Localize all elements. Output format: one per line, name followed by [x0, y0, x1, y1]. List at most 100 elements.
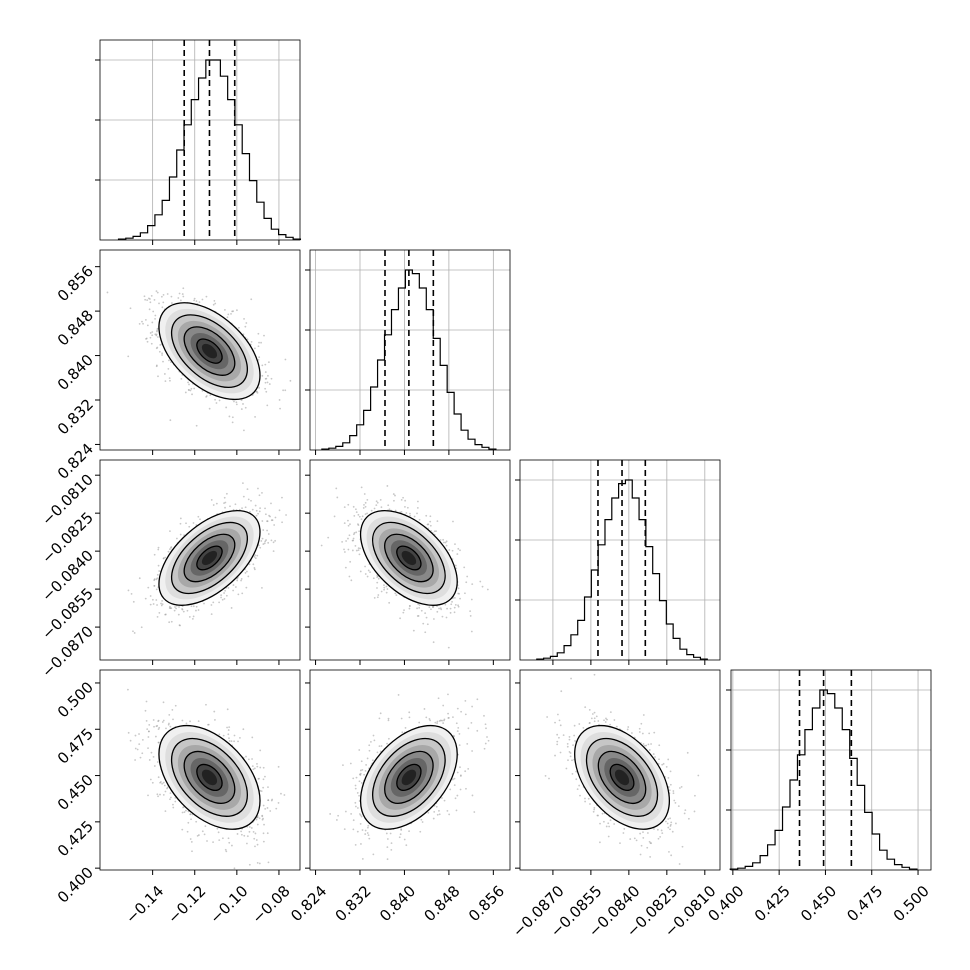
scatter-point [151, 331, 154, 333]
y-tick-label: 0.824 [54, 440, 97, 483]
scatter-point [359, 769, 362, 772]
scatter-point [232, 589, 235, 592]
scatter-point [686, 751, 689, 754]
y-tick-label: 0.400 [54, 863, 97, 906]
scatter-point [347, 548, 350, 551]
contour-line [183, 326, 236, 376]
scatter-point [224, 501, 227, 504]
scatter-point [366, 575, 369, 578]
scatter-point [361, 768, 364, 771]
scatter-point [192, 615, 195, 618]
scatter-point [289, 379, 292, 382]
scatter-point [129, 307, 132, 310]
scatter-point [452, 716, 454, 719]
scatter-point [134, 734, 137, 737]
scatter-point [255, 818, 258, 821]
scatter-point [646, 846, 649, 849]
scatter-point [623, 828, 626, 830]
scatter-point [244, 406, 247, 409]
scatter-point [248, 826, 251, 828]
scatter-point [257, 345, 260, 348]
scatter-point [251, 758, 253, 760]
scatter-point [265, 390, 268, 393]
scatter-point [434, 721, 437, 724]
scatter-point [394, 509, 397, 512]
scatter-point [641, 732, 644, 735]
scatter-point [451, 600, 453, 603]
scatter-point [267, 541, 270, 544]
scatter-point [261, 374, 264, 377]
scatter-point [609, 723, 612, 726]
scatter-point [153, 578, 156, 581]
scatter-point [157, 795, 159, 798]
scatter-point [169, 530, 171, 533]
scatter-point [220, 596, 222, 599]
scatter-point [473, 811, 476, 813]
scatter-point [454, 797, 457, 800]
scatter-point [666, 822, 669, 825]
scatter-point [182, 287, 185, 290]
scatter-point [255, 514, 258, 517]
scatter-point [593, 711, 596, 714]
scatter-point [425, 616, 428, 619]
scatter-point [344, 810, 347, 813]
scatter-point [193, 387, 196, 390]
scatter-point [377, 577, 380, 580]
scatter-point [180, 377, 183, 380]
scatter-point [133, 632, 136, 634]
scatter-point [146, 324, 149, 327]
scatter-point [417, 603, 420, 605]
scatter-point [487, 739, 490, 742]
scatter-point [270, 377, 273, 380]
scatter-point [667, 826, 670, 829]
scatter-point [264, 807, 267, 810]
scatter-point [136, 748, 139, 751]
scatter-point [442, 704, 445, 707]
scatter-point [254, 554, 257, 557]
scatter-point [386, 858, 389, 861]
scatter-point [354, 784, 357, 787]
scatter-point [177, 613, 180, 616]
scatter-point [249, 510, 251, 513]
scatter-point [380, 590, 383, 593]
contour-line [396, 545, 422, 571]
scatter-point [159, 793, 161, 796]
scatter-point [164, 380, 167, 383]
scatter-point [161, 599, 164, 602]
scatter-point [390, 842, 393, 844]
scatter-point [571, 759, 573, 762]
scatter-point [385, 591, 388, 594]
scatter-point [259, 546, 262, 549]
scatter-point [464, 592, 466, 595]
pair-panel-3-2 [519, 669, 721, 871]
scatter-point [408, 605, 411, 607]
scatter-point [242, 728, 245, 731]
scatter-point [257, 777, 260, 780]
scatter-point [428, 606, 431, 609]
scatter-point [422, 622, 425, 625]
scatter-point [449, 611, 452, 614]
scatter-point [168, 621, 171, 624]
scatter-point [640, 844, 643, 847]
scatter-point [593, 808, 596, 811]
scatter-point [669, 825, 672, 827]
scatter-point [409, 514, 412, 517]
scatter-point [284, 389, 287, 392]
scatter-point [258, 817, 261, 820]
scatter-point [327, 536, 330, 539]
scatter-point [242, 495, 245, 498]
x-tick-label: 0.500 [890, 882, 933, 925]
scatter-point [241, 592, 244, 595]
scatter-point [228, 726, 231, 729]
scatter-point [258, 386, 260, 389]
scatter-point [218, 733, 221, 736]
scatter-point [236, 579, 239, 582]
scatter-point [212, 841, 214, 844]
scatter-point [357, 523, 359, 526]
scatter-point [187, 381, 189, 384]
contour-line [170, 314, 249, 389]
scatter-point [599, 841, 601, 844]
scatter-point [263, 823, 265, 826]
scatter-point [205, 703, 207, 706]
scatter-point [559, 751, 562, 754]
